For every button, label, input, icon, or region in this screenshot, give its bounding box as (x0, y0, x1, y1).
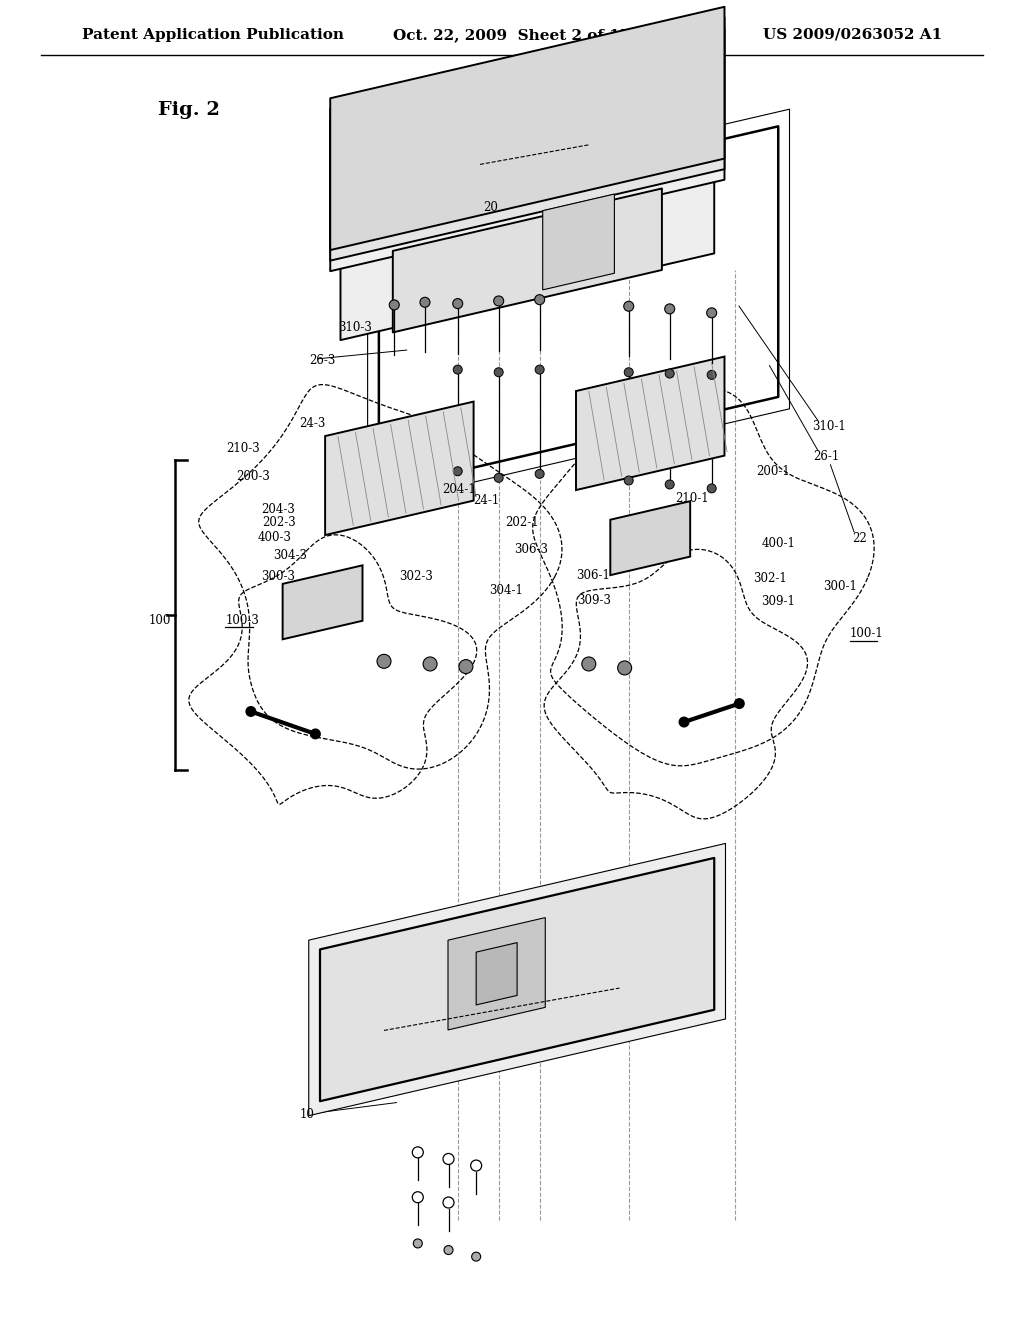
Text: 204-3: 204-3 (261, 503, 295, 516)
Circle shape (666, 370, 674, 378)
Polygon shape (393, 189, 662, 333)
Text: 300-1: 300-1 (823, 579, 857, 593)
Circle shape (444, 1246, 453, 1254)
Text: 200-3: 200-3 (237, 470, 270, 483)
Polygon shape (330, 17, 725, 260)
Text: US 2009/0263052 A1: US 2009/0263052 A1 (763, 28, 942, 42)
Text: 400-1: 400-1 (762, 537, 796, 550)
Text: 309-3: 309-3 (578, 594, 611, 607)
Text: 306-3: 306-3 (514, 543, 548, 556)
Text: 210-3: 210-3 (226, 442, 260, 455)
Text: 310-1: 310-1 (812, 420, 846, 433)
Circle shape (582, 657, 596, 671)
Text: Patent Application Publication: Patent Application Publication (82, 28, 344, 42)
Circle shape (679, 717, 689, 727)
Polygon shape (449, 917, 545, 1030)
Circle shape (472, 1253, 480, 1261)
Text: 200-1: 200-1 (756, 465, 790, 478)
Text: 304-3: 304-3 (273, 549, 307, 562)
Text: 300-3: 300-3 (261, 570, 295, 583)
Polygon shape (476, 942, 517, 1005)
Circle shape (246, 706, 256, 717)
Circle shape (666, 480, 674, 488)
Circle shape (707, 308, 717, 318)
Text: 24-1: 24-1 (473, 494, 500, 507)
Text: 22: 22 (852, 532, 866, 545)
Text: 400-3: 400-3 (258, 531, 292, 544)
Circle shape (617, 661, 632, 675)
Circle shape (625, 368, 633, 376)
Circle shape (495, 474, 503, 482)
Text: 20: 20 (483, 201, 499, 214)
Text: Oct. 22, 2009  Sheet 2 of 17: Oct. 22, 2009 Sheet 2 of 17 (393, 28, 631, 42)
Polygon shape (326, 401, 473, 535)
Text: 304-1: 304-1 (489, 583, 523, 597)
Circle shape (734, 698, 744, 709)
Circle shape (414, 1239, 422, 1247)
Text: 26-3: 26-3 (309, 354, 336, 367)
Circle shape (536, 366, 544, 374)
Circle shape (536, 470, 544, 478)
Text: 202-3: 202-3 (262, 516, 296, 529)
Circle shape (454, 366, 462, 374)
Text: 100: 100 (148, 614, 171, 627)
Circle shape (535, 294, 545, 305)
Polygon shape (543, 194, 614, 290)
Circle shape (665, 304, 675, 314)
Text: 309-1: 309-1 (761, 595, 795, 609)
Text: 210-1: 210-1 (675, 492, 709, 506)
Circle shape (377, 655, 391, 668)
Polygon shape (575, 356, 725, 490)
Polygon shape (330, 7, 725, 249)
Text: 26-1: 26-1 (813, 450, 840, 463)
Text: 10: 10 (300, 1107, 315, 1121)
Circle shape (624, 301, 634, 312)
Circle shape (453, 298, 463, 309)
Text: 302-3: 302-3 (399, 570, 433, 583)
Polygon shape (610, 502, 690, 576)
Circle shape (494, 296, 504, 306)
Text: 100-1: 100-1 (850, 627, 884, 640)
Text: 24-3: 24-3 (299, 417, 326, 430)
Circle shape (389, 300, 399, 310)
Text: 310-3: 310-3 (338, 321, 372, 334)
Circle shape (423, 657, 437, 671)
Text: Fig. 2: Fig. 2 (158, 102, 220, 119)
Circle shape (625, 477, 633, 484)
Text: 204-1: 204-1 (442, 483, 476, 496)
Polygon shape (309, 843, 725, 1115)
Circle shape (708, 371, 716, 379)
Circle shape (708, 484, 716, 492)
Polygon shape (330, 28, 725, 271)
Circle shape (459, 660, 473, 673)
Circle shape (454, 467, 462, 475)
Circle shape (420, 297, 430, 308)
Text: 302-1: 302-1 (753, 572, 786, 585)
Circle shape (495, 368, 503, 376)
Polygon shape (283, 565, 362, 639)
Polygon shape (319, 858, 715, 1101)
Polygon shape (340, 128, 715, 341)
Text: 100-3: 100-3 (225, 614, 259, 627)
Circle shape (310, 729, 321, 739)
Text: 306-1: 306-1 (577, 569, 610, 582)
Text: 202-1: 202-1 (505, 516, 539, 529)
